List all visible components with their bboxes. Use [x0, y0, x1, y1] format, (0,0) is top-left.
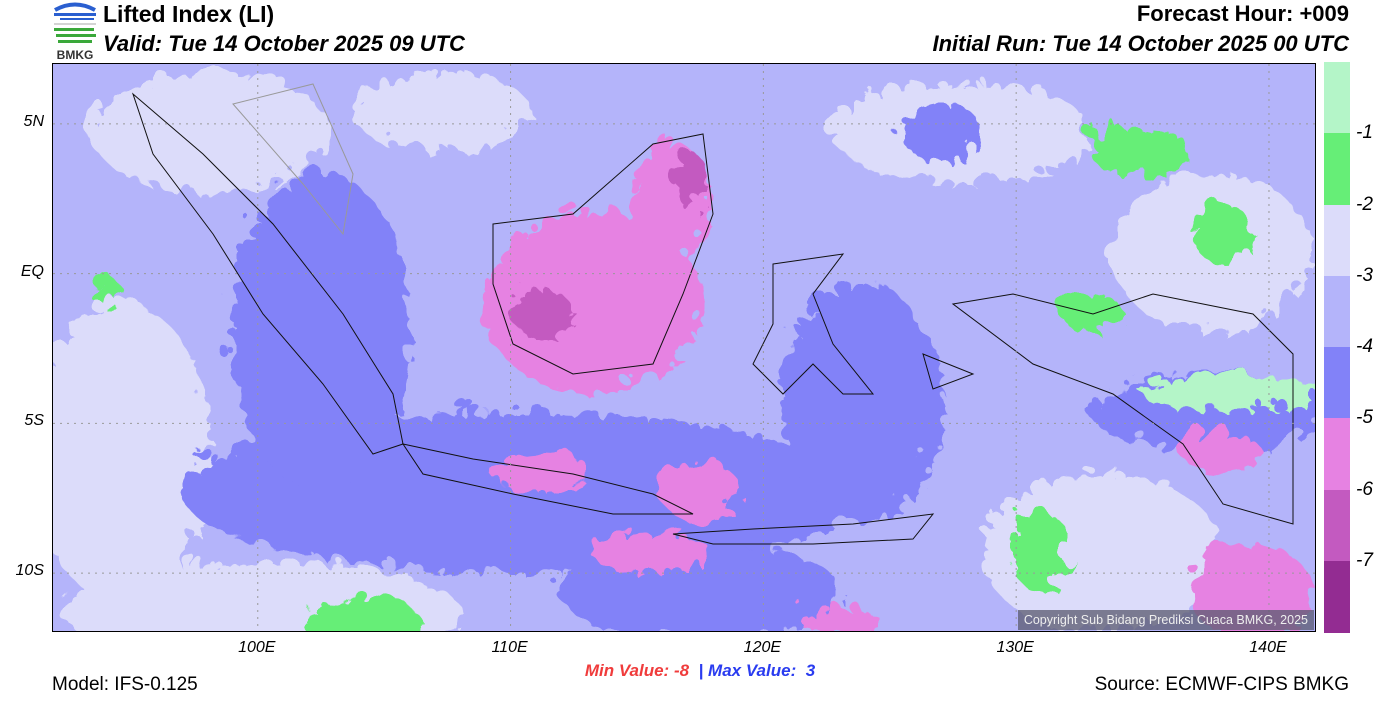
lat-tick-label: EQ — [20, 262, 44, 280]
colorbar-swatch — [1324, 133, 1350, 205]
lon-tick-label: 140E — [1249, 639, 1287, 656]
min-label: Min Value: — [584, 661, 670, 680]
svg-text:BMKG: BMKG — [57, 48, 94, 61]
colorbar-label: -6 — [1356, 478, 1373, 500]
li-field-shading — [23, 64, 1323, 654]
colorbar-label: -2 — [1356, 193, 1373, 215]
colorbar-label: -7 — [1356, 549, 1373, 571]
chart-title: Lifted Index (LI) — [103, 1, 275, 27]
lat-tick-label: 5S — [24, 412, 44, 430]
max-value: 3 — [805, 661, 816, 680]
colorbar-swatch — [1324, 62, 1350, 134]
colorbar-swatch — [1324, 275, 1350, 348]
min-max-values: Min Value: -8 | Max Value: 3 — [0, 661, 1400, 681]
lat-tick-label: 10S — [15, 562, 44, 580]
max-label: Max Value: — [708, 661, 797, 680]
colorbar-swatch — [1324, 204, 1350, 277]
graticule — [53, 64, 1317, 633]
lon-tick-label: 110E — [491, 639, 528, 656]
min-value: -8 — [673, 661, 690, 680]
colorbar-swatch — [1324, 347, 1350, 419]
colorbar-label: -1 — [1356, 122, 1373, 144]
lon-tick-label: 100E — [238, 639, 276, 656]
model-label: Model: IFS-0.125 — [52, 674, 198, 695]
lon-tick-label: 120E — [743, 639, 782, 656]
colorbar-swatch — [1324, 560, 1350, 633]
copyright-notice: Copyright Sub Bidang Prediksi Cuaca BMKG… — [1017, 610, 1314, 630]
coastlines — [131, 83, 1294, 545]
colorbar-label: -5 — [1356, 407, 1373, 429]
lat-tick-label: 5N — [23, 112, 44, 130]
separator: | — [698, 661, 704, 680]
bmkg-logo: BMKG — [50, 1, 100, 62]
valid-time: Valid: Tue 14 October 2025 09 UTC — [103, 31, 465, 56]
lon-tick-label: 130E — [996, 639, 1034, 656]
colorbar-swatch — [1324, 418, 1350, 490]
colorbar-label: -4 — [1356, 336, 1373, 357]
source-label: Source: ECMWF-CIPS BMKG — [1094, 674, 1349, 695]
initial-run: Initial Run: Tue 14 October 2025 00 UTC — [932, 31, 1350, 56]
colorbar-swatch — [1324, 489, 1350, 562]
forecast-hour: Forecast Hour: +009 — [1136, 1, 1349, 26]
lifted-index-map — [23, 63, 1323, 654]
colorbar-label: -3 — [1356, 264, 1373, 286]
